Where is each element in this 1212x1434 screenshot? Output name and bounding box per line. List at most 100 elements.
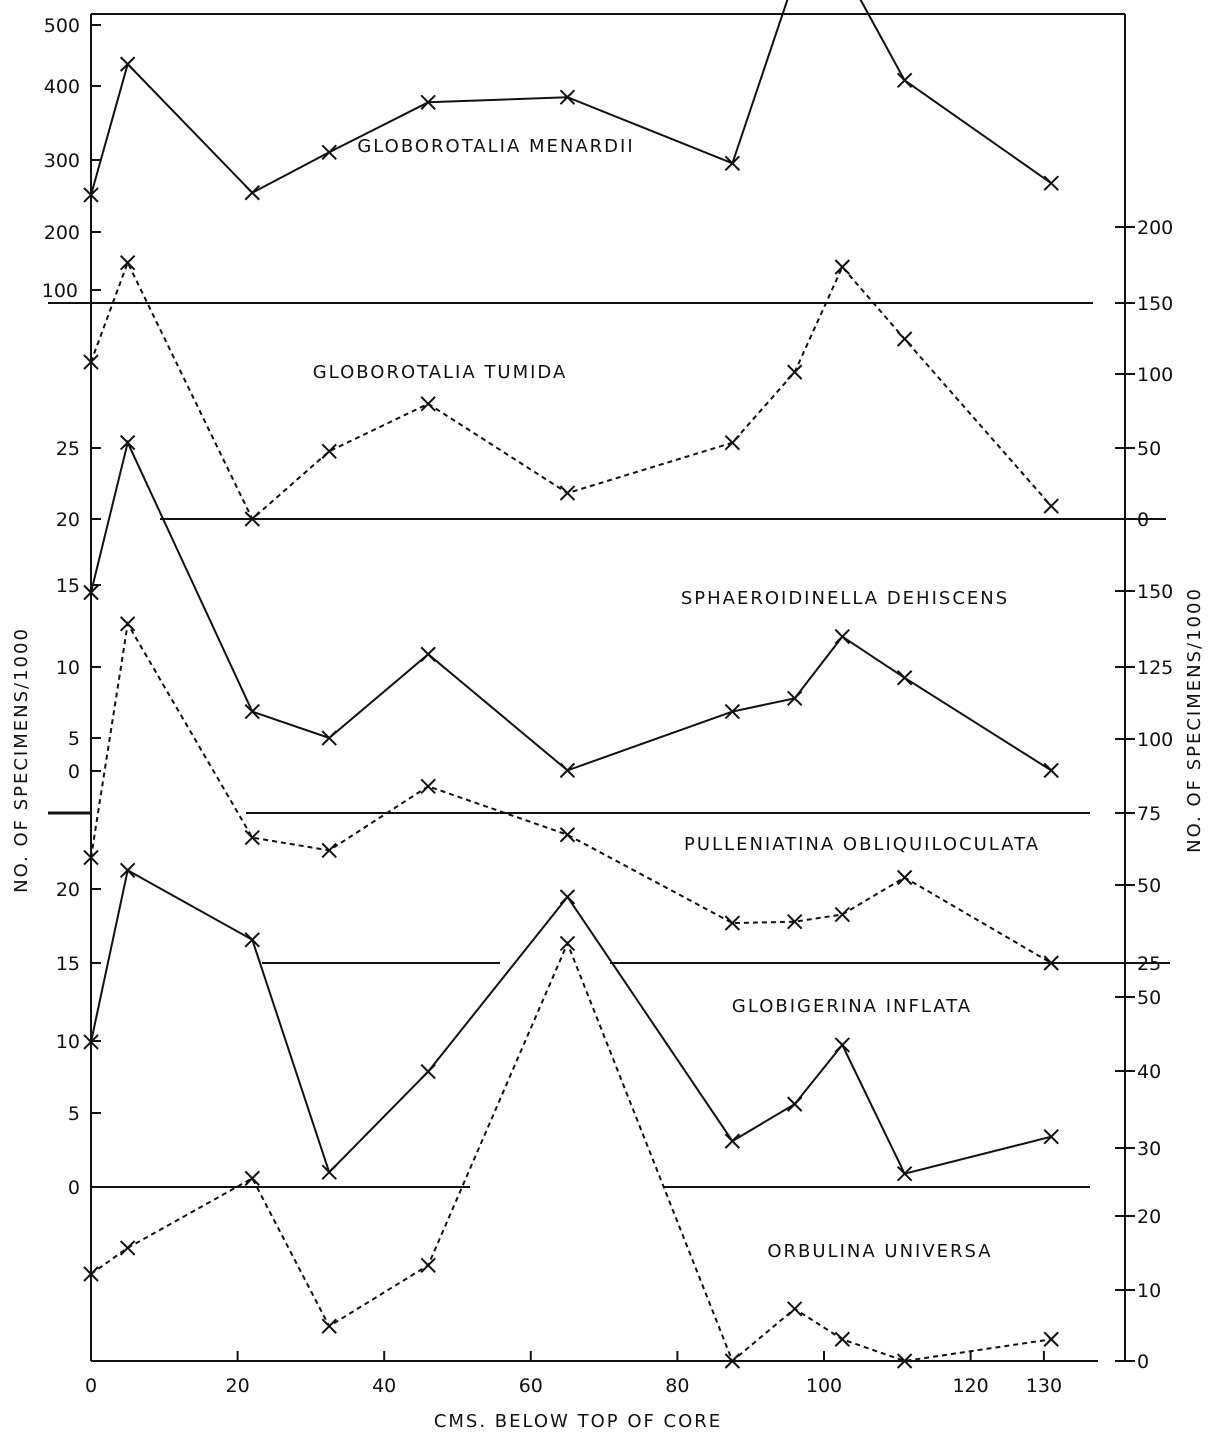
marker-stroke — [321, 730, 337, 746]
series-label: PULLENIATINA OBLIQUILOCULATA — [684, 834, 1040, 855]
data-point — [83, 354, 99, 370]
marker-stroke — [244, 703, 260, 720]
data-point — [896, 670, 913, 686]
right-tick-label: 50 — [1137, 875, 1161, 897]
data-point — [786, 913, 803, 930]
marker-stroke — [724, 703, 741, 720]
data-point — [244, 1170, 260, 1187]
series-label: GLOBOROTALIA MENARDII — [357, 136, 634, 157]
series-5 — [83, 862, 1059, 1182]
data-point — [786, 1096, 803, 1112]
data-point — [834, 628, 851, 645]
right-y-axis: 20015010050015012510075502550403020100 — [1115, 217, 1173, 1373]
data-point — [321, 144, 337, 161]
data-point — [559, 889, 576, 905]
left-tick-label: 200 — [44, 222, 80, 244]
marker-stroke — [321, 842, 337, 859]
data-point — [420, 396, 436, 412]
data-point — [724, 1353, 741, 1369]
x-tick-label: 40 — [372, 1375, 396, 1397]
marker-stroke — [834, 628, 851, 645]
x-tick-label: 120 — [952, 1375, 988, 1397]
marker-stroke — [559, 485, 576, 501]
data-point — [834, 906, 851, 923]
marker-stroke — [786, 1301, 803, 1317]
data-point — [420, 1257, 436, 1274]
data-point — [321, 1164, 337, 1180]
left-tick-label: 5 — [68, 728, 80, 750]
data-point — [119, 616, 136, 632]
series-6 — [83, 935, 1059, 1369]
left-tick-label: 10 — [56, 1031, 80, 1053]
marker-stroke — [244, 1170, 260, 1187]
marker-stroke — [244, 829, 260, 846]
marker-stroke — [559, 762, 576, 779]
marker-stroke — [83, 354, 99, 370]
left-y-axis: 500 400 300 200 100 25 20 15 10 5 0 20 15 10 5 0 — [42, 15, 101, 1199]
marker-stroke — [420, 94, 436, 111]
data-point — [786, 364, 803, 380]
marker-stroke — [119, 56, 136, 72]
x-tick-label: 60 — [519, 1375, 543, 1397]
right-tick-label: 40 — [1137, 1061, 1161, 1083]
right-tick-label: 25 — [1137, 953, 1161, 975]
marker-stroke — [119, 254, 136, 271]
right-y-axis-label: NO. OF SPECIMENS/1000 — [1184, 587, 1205, 853]
marker-stroke — [420, 396, 436, 412]
left-tick-label: 0 — [68, 1177, 80, 1199]
data-point — [321, 1318, 337, 1334]
marker-stroke — [119, 434, 136, 451]
data-point — [119, 254, 136, 271]
data-point — [244, 829, 260, 846]
marker-stroke — [321, 1164, 337, 1180]
data-point — [559, 827, 576, 843]
data-point — [83, 849, 99, 866]
series-label: SPHAEROIDINELLA DEHISCENS — [681, 588, 1009, 609]
data-point — [119, 56, 136, 72]
left-tick-label: 20 — [56, 879, 80, 901]
marker-stroke — [83, 849, 99, 866]
right-tick-label: 75 — [1137, 803, 1161, 825]
marker-stroke — [420, 1063, 436, 1080]
marker-stroke — [244, 511, 260, 527]
left-tick-label: 5 — [68, 1103, 80, 1125]
left-tick-label: 300 — [44, 150, 80, 172]
series-line — [90, 0, 1052, 196]
marker-stroke — [724, 434, 741, 451]
series-3 — [83, 434, 1059, 779]
data-point — [559, 762, 576, 779]
data-point — [420, 646, 436, 662]
plot-frame — [90, 13, 1126, 1362]
marker-stroke — [559, 935, 576, 952]
marker-stroke — [1043, 1128, 1059, 1145]
left-tick-label: 400 — [44, 76, 80, 98]
marker-stroke — [321, 443, 337, 460]
data-point — [321, 842, 337, 859]
right-tick-label: 150 — [1137, 581, 1173, 603]
x-tick-label: 20 — [226, 1375, 250, 1397]
marker-stroke — [420, 778, 436, 795]
marker-stroke — [896, 670, 913, 686]
series-1 — [83, 0, 1059, 203]
data-point — [896, 72, 913, 89]
data-point — [119, 1240, 136, 1256]
x-tick-label: 80 — [665, 1375, 689, 1397]
right-tick-label: 10 — [1137, 1280, 1161, 1302]
marker-stroke — [119, 616, 136, 632]
marker-stroke — [420, 646, 436, 662]
data-point — [420, 1063, 436, 1080]
x-tick-label: 100 — [806, 1375, 842, 1397]
marker-stroke — [896, 1165, 913, 1182]
marker-stroke — [786, 690, 803, 707]
data-point — [834, 259, 851, 275]
x-tick-label: 130 — [1026, 1375, 1062, 1397]
data-point — [321, 730, 337, 746]
data-point — [119, 862, 136, 878]
data-point — [83, 584, 99, 601]
marker-stroke — [724, 1133, 741, 1149]
right-tick-label: 20 — [1137, 1206, 1161, 1228]
data-point — [244, 703, 260, 720]
marker-stroke — [559, 889, 576, 905]
data-point — [1043, 955, 1059, 971]
